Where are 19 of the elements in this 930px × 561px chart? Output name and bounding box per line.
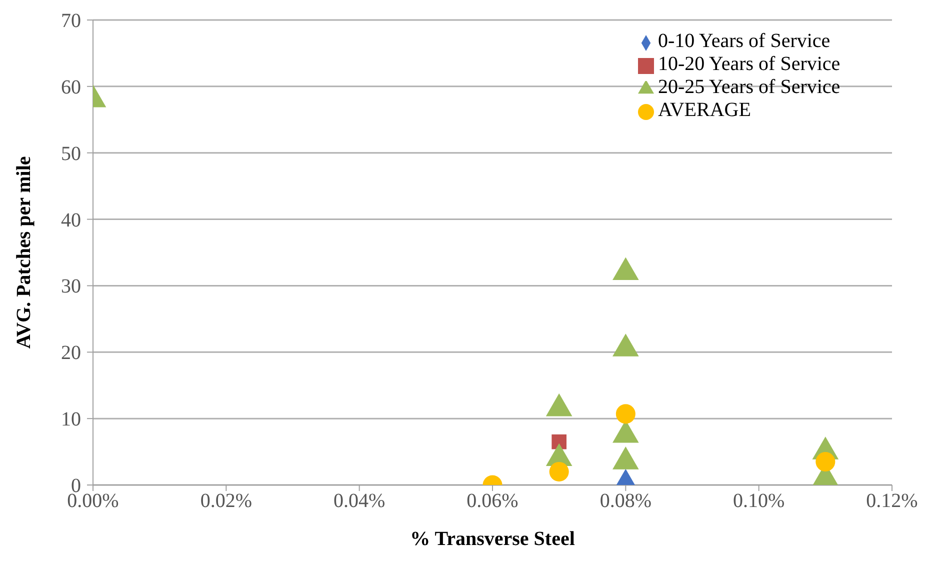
y-tick-label: 50 <box>61 142 81 165</box>
legend-label: 0-10 Years of Service <box>658 30 830 52</box>
legend-label: 20-25 Years of Service <box>658 76 840 98</box>
legend-label: 10-20 Years of Service <box>658 53 840 75</box>
y-tick-label: 20 <box>61 342 81 364</box>
legend-label: AVERAGE <box>658 99 751 121</box>
x-tick-label: 0.04% <box>333 490 386 512</box>
y-tick-label: 60 <box>61 76 81 98</box>
x-tick-label: 0.10% <box>732 490 785 512</box>
y-tick-label: 40 <box>61 209 81 232</box>
x-tick-label: 0.08% <box>600 490 652 512</box>
y-axis-title: AVG. Patches per mile <box>13 156 36 349</box>
y-tick-label: 30 <box>61 276 81 298</box>
x-axis-title: % Transverse Steel <box>410 528 576 550</box>
x-tick-label: 0.06% <box>466 490 518 512</box>
y-tick-label: 70 <box>61 10 81 32</box>
x-tick-label: 0.02% <box>200 490 252 512</box>
x-tick-label: 0.12% <box>866 490 918 512</box>
y-tick-label: 10 <box>61 408 81 431</box>
